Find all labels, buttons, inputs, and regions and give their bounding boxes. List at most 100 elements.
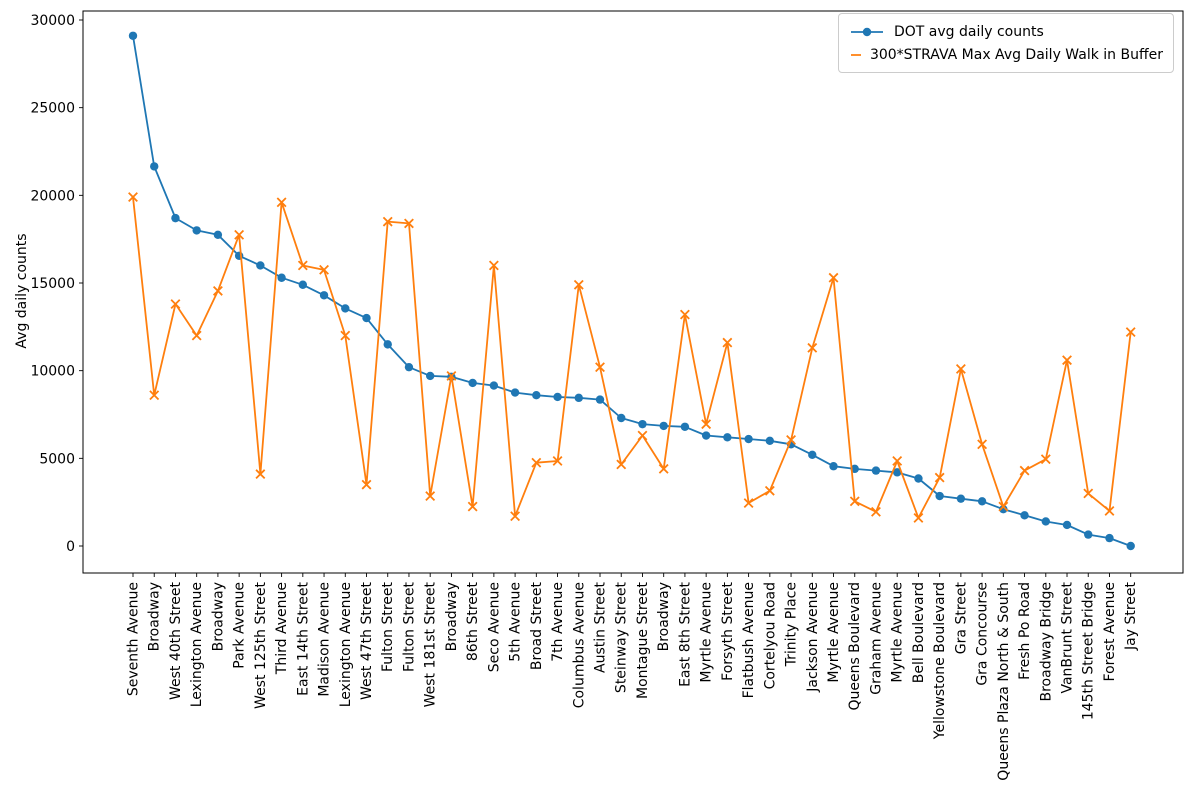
- data-point-marker: [446, 370, 457, 381]
- data-point-marker: [1062, 355, 1072, 366]
- data-point-marker: [871, 506, 881, 517]
- x-tick-label: Flatbush Avenue: [741, 582, 757, 698]
- x-tick-label: East 8th Street: [677, 581, 693, 686]
- data-point-marker: [595, 362, 605, 373]
- data-point-marker: [192, 226, 201, 235]
- data-point-marker: [723, 433, 732, 442]
- x-tick-label: VanBrunt Street: [1060, 581, 1076, 693]
- x-tick-label: Trinity Place: [784, 582, 800, 667]
- legend-line-circle-icon: [851, 27, 883, 36]
- x-tick-label: Jackson Avenue: [805, 582, 821, 693]
- data-point-marker: [977, 497, 987, 506]
- data-point-marker: [617, 413, 626, 423]
- data-point-marker: [532, 391, 541, 400]
- x-tick-label: Bell Boulevard: [911, 582, 927, 683]
- x-tick-label: Gra Street: [953, 582, 969, 655]
- data-point-marker: [319, 264, 329, 275]
- data-point-marker: [277, 273, 286, 282]
- data-point-marker: [128, 31, 138, 40]
- data-point-marker: [914, 474, 923, 483]
- data-point-marker: [362, 313, 371, 323]
- data-point-marker: [1125, 327, 1136, 338]
- data-point-marker: [638, 419, 647, 429]
- x-tick-label: Fulton Street: [401, 581, 417, 671]
- data-point-marker: [786, 434, 796, 445]
- data-point-marker: [849, 496, 860, 507]
- x-tick-label: Seventh Avenue: [126, 582, 142, 696]
- data-point-marker: [956, 494, 966, 503]
- series-line-1: [132, 197, 1132, 519]
- data-point-marker: [829, 462, 838, 471]
- x-tick-label: West 125th Street: [253, 581, 269, 708]
- x-tick-label: Fulton Street: [380, 581, 396, 671]
- x-tick-label: East 14th Street: [295, 581, 311, 695]
- legend-label: 300*STRAVA Max Avg Daily Walk in Buffer: [869, 46, 1163, 63]
- data-point-marker: [382, 216, 393, 227]
- data-point-marker: [128, 192, 138, 203]
- data-point-marker: [828, 272, 839, 283]
- data-point-marker: [341, 304, 350, 313]
- data-point-marker: [1126, 541, 1135, 551]
- x-tick-label: Jay Street: [1123, 581, 1139, 650]
- data-point-marker: [701, 431, 711, 440]
- x-tick-label: Broadway: [210, 582, 226, 651]
- data-point-marker: [150, 162, 159, 171]
- x-tick-label: Seco Avenue: [486, 582, 502, 672]
- x-tick-label: Myrtle Avenue: [890, 582, 906, 683]
- data-point-marker: [213, 230, 223, 239]
- x-tick-label: Graham Avenue: [868, 582, 884, 695]
- data-point-marker: [764, 485, 775, 496]
- x-tick-label: 86th Street: [465, 581, 481, 661]
- x-tick-label: Steinway Street: [614, 581, 630, 693]
- x-tick-label: Columbus Avenue: [571, 582, 587, 708]
- data-point-marker: [510, 511, 521, 522]
- data-point-marker: [999, 504, 1008, 514]
- x-tick-label: Broadway Bridge: [1038, 582, 1054, 702]
- x-tick-label: 145th Street Bridge: [1081, 582, 1097, 720]
- data-point-marker: [404, 218, 414, 229]
- data-point-marker: [234, 229, 245, 240]
- data-point-marker: [212, 285, 223, 296]
- x-tick-label: Fresh Po Road: [1017, 582, 1033, 680]
- x-tick-label: Broad Street: [529, 581, 545, 670]
- x-tick-label: Queens Plaza North & South: [996, 582, 1012, 781]
- x-tick-label: Montague Street: [635, 581, 651, 698]
- data-point-marker: [553, 392, 562, 402]
- data-point-marker: [680, 422, 690, 431]
- data-point-marker: [616, 459, 627, 470]
- y-tick-label: 10000: [30, 364, 75, 380]
- data-point-marker: [1041, 517, 1050, 526]
- data-point-marker: [467, 501, 478, 512]
- data-point-marker: [1104, 505, 1115, 516]
- x-tick-label: Park Avenue: [232, 582, 248, 669]
- legend-line-x-icon: [851, 53, 861, 56]
- data-point-marker: [297, 260, 308, 271]
- legend: DOT avg daily counts 300*STRAVA Max Avg …: [838, 13, 1174, 73]
- y-tick-label: 5000: [39, 451, 75, 467]
- data-point-marker: [1083, 488, 1094, 499]
- data-point-marker: [1040, 454, 1051, 465]
- data-point-marker: [298, 280, 308, 289]
- data-point-marker: [807, 342, 818, 353]
- data-point-marker: [149, 390, 160, 401]
- x-tick-label: Broadway: [656, 582, 672, 651]
- data-point-marker: [935, 491, 944, 501]
- data-point-marker: [425, 491, 436, 501]
- data-point-marker: [361, 479, 372, 490]
- x-tick-label: 7th Avenue: [550, 582, 566, 662]
- data-point-marker: [425, 371, 435, 381]
- data-point-marker: [1084, 530, 1093, 539]
- data-point-marker: [489, 381, 499, 390]
- data-point-marker: [552, 456, 563, 466]
- x-tick-label: West 40th Street: [168, 582, 184, 701]
- x-tick-label: Forest Avenue: [1102, 582, 1118, 681]
- data-point-marker: [977, 439, 988, 450]
- data-point-marker: [574, 393, 583, 403]
- data-point-marker: [808, 450, 817, 460]
- data-point-marker: [170, 299, 181, 309]
- x-tick-label: Gra Concourse: [975, 582, 991, 686]
- x-tick-label: Yellowstone Boulevard: [932, 582, 948, 740]
- x-tick-label: Forsyth Street: [720, 581, 736, 680]
- data-point-marker: [743, 498, 754, 508]
